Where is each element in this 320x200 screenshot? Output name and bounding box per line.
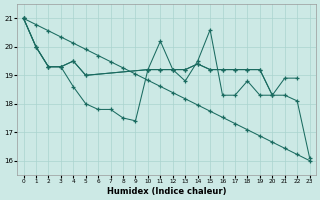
X-axis label: Humidex (Indice chaleur): Humidex (Indice chaleur)	[107, 187, 226, 196]
